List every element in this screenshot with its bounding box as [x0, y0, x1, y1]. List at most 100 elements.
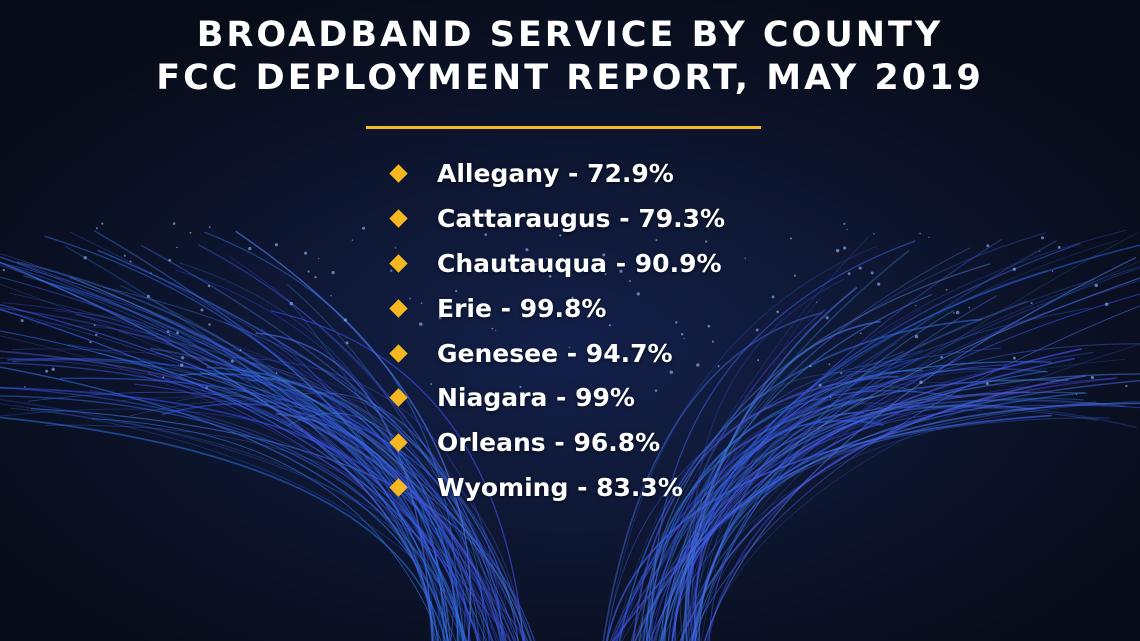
fiber-strand	[688, 247, 970, 641]
fiber-strand	[0, 416, 447, 641]
light-speck	[945, 288, 948, 291]
light-speck	[478, 312, 481, 314]
fiber-strand	[0, 303, 536, 641]
list-item: Chautauqua - 90.9%	[388, 242, 725, 287]
fiber-strand	[3, 302, 527, 641]
light-speck	[394, 247, 397, 249]
light-speck	[968, 306, 970, 309]
light-speck	[545, 225, 548, 228]
county-text: Allegany - 72.9%	[437, 159, 674, 188]
light-speck	[940, 355, 943, 359]
list-item: Genesee - 94.7%	[388, 332, 725, 377]
light-speck	[717, 365, 720, 368]
light-speck	[789, 237, 793, 240]
fiber-strand	[0, 262, 450, 641]
list-item: Niagara - 99%	[388, 376, 725, 421]
light-speck	[809, 364, 812, 368]
light-speck	[1125, 384, 1128, 388]
light-speck	[89, 341, 92, 344]
light-speck	[430, 383, 433, 385]
light-speck	[1039, 250, 1041, 252]
fiber-strand	[255, 332, 434, 641]
fiber-strand	[93, 229, 448, 641]
light-speck	[181, 356, 185, 360]
light-speck	[602, 387, 607, 392]
light-speck	[828, 363, 831, 366]
fiber-strand	[0, 387, 471, 641]
light-speck	[662, 261, 664, 264]
light-speck	[95, 227, 98, 230]
county-text: Wyoming - 83.3%	[437, 473, 683, 503]
light-speck	[491, 327, 494, 330]
light-speck	[168, 334, 171, 336]
fiber-strand	[682, 286, 858, 641]
title-line-1: BROADBAND SERVICE BY COUNTY	[196, 15, 944, 55]
county-text: Erie - 99.8%	[437, 293, 607, 323]
fiber-strand	[646, 280, 1140, 641]
light-speck	[636, 292, 640, 296]
bullet-diamond	[389, 478, 408, 497]
light-speck	[776, 310, 779, 314]
fiber-strand	[671, 351, 1094, 641]
county-text: Genesee - 94.7%	[437, 338, 673, 368]
light-speck	[843, 246, 847, 250]
fiber-strand	[231, 368, 479, 641]
fiber-strand	[140, 244, 526, 641]
fiber-strand	[97, 249, 519, 641]
fiber-strand	[646, 308, 826, 641]
light-speck	[549, 228, 551, 230]
fiber-strand	[53, 310, 525, 641]
light-speck	[20, 319, 24, 323]
fiber-strand	[245, 398, 472, 641]
fiber-strand	[606, 245, 878, 641]
light-speck	[928, 236, 930, 238]
light-speck	[639, 345, 641, 347]
light-speck	[101, 222, 104, 225]
light-speck	[534, 358, 536, 361]
light-speck	[162, 376, 165, 379]
light-speck	[915, 304, 917, 307]
light-speck	[877, 282, 881, 286]
light-speck	[345, 341, 349, 345]
fiber-strand	[618, 318, 982, 641]
fiber-strand	[667, 391, 1085, 641]
light-speck	[873, 233, 875, 235]
fiber-strand	[614, 399, 912, 641]
light-speck	[955, 310, 960, 315]
light-speck	[1030, 302, 1033, 305]
fiber-strand	[704, 256, 1137, 641]
light-speck	[576, 389, 580, 393]
fiber-strand	[147, 372, 511, 641]
light-speck	[1051, 270, 1054, 273]
light-speck	[331, 270, 335, 275]
fiber-strand	[0, 350, 506, 641]
light-speck	[176, 331, 179, 335]
light-speck	[123, 254, 126, 257]
fiber-strand	[684, 379, 1069, 641]
light-speck	[568, 346, 570, 349]
fiber-strand	[639, 263, 991, 641]
light-speck	[230, 359, 234, 363]
list-item: Wyoming - 83.3%	[388, 466, 725, 511]
light-speck	[705, 240, 708, 243]
light-speck	[275, 372, 278, 374]
county-list: Allegany - 72.9% Cattaraugus - 79.3% Chaut…	[388, 152, 725, 511]
fiber-strand	[615, 357, 919, 641]
fiber-strand	[224, 321, 527, 641]
fiber-strand	[606, 347, 1001, 641]
light-speck	[24, 386, 26, 388]
light-speck	[614, 393, 619, 398]
fiber-strand	[708, 293, 1140, 641]
fiber-strand	[685, 405, 1138, 641]
light-speck	[604, 273, 607, 276]
light-speck	[1057, 245, 1061, 249]
fiber-strand	[232, 347, 498, 641]
fiber-strand	[175, 269, 497, 641]
fiber-strand	[45, 424, 447, 641]
fiber-strand	[235, 230, 472, 641]
light-speck	[189, 231, 192, 234]
light-speck	[535, 263, 538, 266]
light-speck	[45, 369, 49, 373]
